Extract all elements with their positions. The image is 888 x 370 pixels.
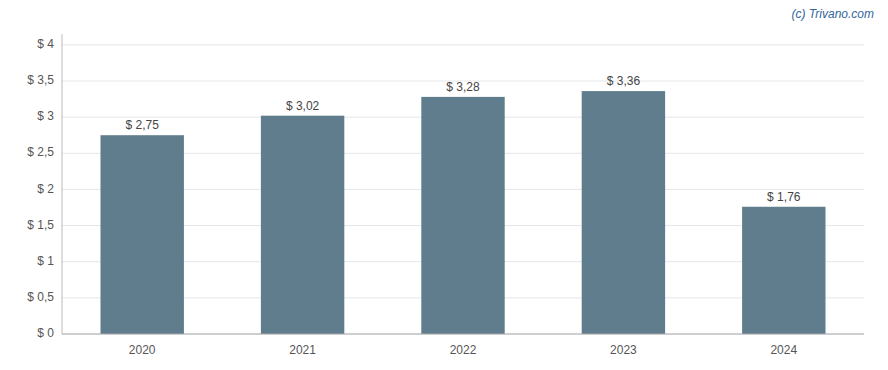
x-tick-label: 2023 bbox=[610, 343, 637, 357]
y-tick-label: $ 0,5 bbox=[27, 290, 54, 304]
y-tick-label: $ 3,5 bbox=[27, 73, 54, 87]
x-tick-label: 2020 bbox=[129, 343, 156, 357]
data-labels: $ 2,75 $ 3,02 $ 3,28 $ 3,36 $ 1,76 bbox=[126, 74, 801, 204]
grid-line bbox=[62, 44, 864, 45]
y-tick-label: $ 0 bbox=[37, 326, 54, 340]
bars bbox=[100, 91, 825, 334]
y-tick-label: $ 1 bbox=[37, 254, 54, 268]
bar bbox=[742, 207, 825, 334]
data-label: $ 3,02 bbox=[286, 99, 320, 113]
bar bbox=[261, 116, 344, 334]
x-axis-line bbox=[62, 334, 864, 335]
y-tick-label: $ 2,5 bbox=[27, 145, 54, 159]
chart: $ 0 $ 0,5 $ 1 $ 1,5 $ 2 $ 2,5 $ 3 $ 3,5 $ 4 $ 2,7… bbox=[0, 0, 888, 370]
data-label: $ 3,28 bbox=[446, 80, 480, 94]
x-tick-label: 2022 bbox=[450, 343, 477, 357]
watermark: (c) Trivano.com bbox=[792, 7, 874, 21]
data-label: $ 2,75 bbox=[126, 118, 160, 132]
x-tick-label: 2021 bbox=[289, 343, 316, 357]
y-tick-label: $ 2 bbox=[37, 182, 54, 196]
data-label: $ 1,76 bbox=[767, 190, 801, 204]
bar bbox=[100, 135, 183, 334]
grid-line bbox=[62, 334, 864, 335]
bar bbox=[582, 91, 665, 334]
x-tick-label: 2024 bbox=[770, 343, 797, 357]
y-axis-line bbox=[62, 34, 63, 334]
x-axis: 2020 2021 2022 2023 2024 bbox=[62, 334, 864, 357]
plot-area bbox=[62, 45, 864, 334]
y-axis: $ 0 $ 0,5 $ 1 $ 1,5 $ 2 $ 2,5 $ 3 $ 3,5 $ 4 bbox=[27, 34, 62, 340]
y-tick-label: $ 4 bbox=[37, 37, 54, 51]
y-tick-label: $ 3 bbox=[37, 109, 54, 123]
bar bbox=[421, 97, 504, 334]
data-label: $ 3,36 bbox=[607, 74, 641, 88]
grid bbox=[62, 45, 864, 334]
y-tick-label: $ 1,5 bbox=[27, 218, 54, 232]
